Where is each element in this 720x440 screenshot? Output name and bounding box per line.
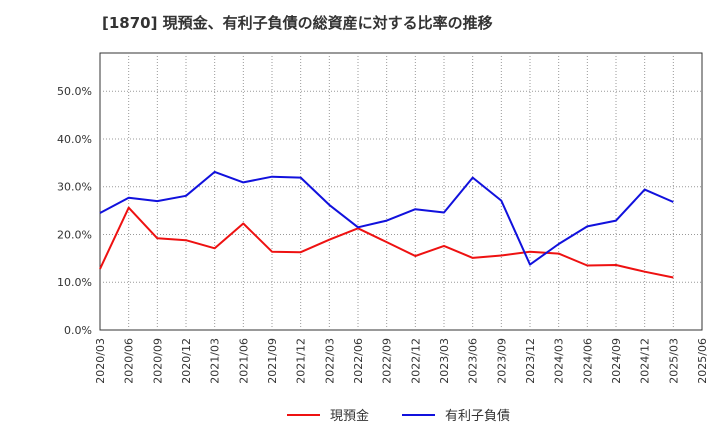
x-tick-label: 2020/06 [123, 338, 136, 384]
x-tick-label: 2020/03 [94, 338, 107, 384]
x-tick-label: 2024/06 [581, 338, 594, 384]
legend-label-2: 有利子負債 [445, 409, 510, 424]
y-tick-label: 0.0% [64, 324, 92, 337]
plot-area [99, 52, 703, 331]
x-tick-label: 2021/12 [295, 338, 308, 384]
x-tick-label: 2021/06 [237, 338, 250, 384]
x-tick-label: 2025/06 [696, 338, 709, 384]
x-tick-label: 2024/12 [639, 338, 652, 384]
x-tick-label: 2021/09 [266, 338, 279, 384]
y-tick-label: 50.0% [57, 85, 92, 98]
x-tick-label: 2020/09 [151, 338, 164, 384]
x-tick-label: 2022/12 [409, 338, 422, 384]
x-tick-label: 2022/03 [323, 338, 336, 384]
x-tick-label: 2022/09 [381, 338, 394, 384]
x-tick-label: 2023/12 [524, 338, 537, 384]
series-line-2 [99, 170, 674, 266]
x-tick-label: 2023/03 [438, 338, 451, 384]
x-tick-label: 2024/03 [553, 338, 566, 384]
chart-title: [1870] 現預金、有利子負債の総資産に対する比率の推移 [102, 14, 493, 32]
y-tick-label: 20.0% [57, 228, 92, 241]
x-tick-label: 2023/06 [467, 338, 480, 384]
x-tick-label: 2022/06 [352, 338, 365, 384]
x-tick-label: 2024/09 [610, 338, 623, 384]
y-tick-label: 40.0% [57, 133, 92, 146]
x-tick-label: 2020/12 [180, 338, 193, 384]
y-tick-label: 30.0% [57, 181, 92, 194]
legend-label-1: 現預金 [330, 408, 369, 424]
y-tick-label: 10.0% [57, 276, 92, 289]
x-tick-label: 2025/03 [667, 338, 680, 384]
x-tick-label: 2023/09 [495, 338, 508, 384]
x-tick-label: 2021/03 [209, 338, 222, 384]
series-line-1 [99, 206, 674, 279]
